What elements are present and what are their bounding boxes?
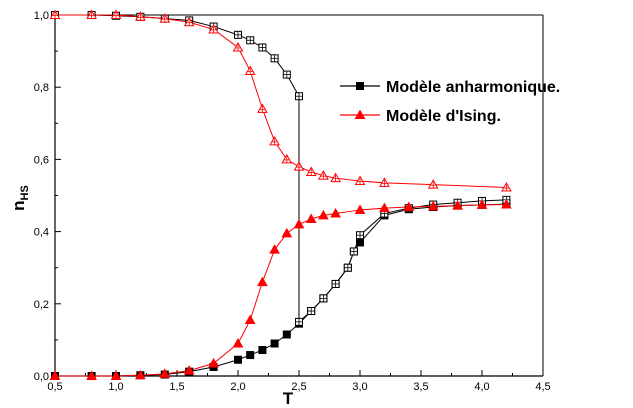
data-point-filled-triangle [501,199,512,209]
data-point-open-triangle [269,135,280,146]
y-tick-label: 0,8 [34,82,49,94]
data-point-filled-triangle [244,314,256,325]
data-point-open-triangle [244,65,256,75]
data-point-open-square [319,294,328,303]
series-line-filled-triangle [55,204,507,377]
data-point-filled-triangle [293,218,305,229]
data-point-filled-triangle [305,213,317,223]
data-point-filled-triangle [379,202,390,213]
data-point-open-square [246,36,255,45]
data-point-filled-square [282,330,291,339]
data-point-open-square [295,317,303,326]
data-point-filled-triangle [452,200,463,210]
data-point-filled-triangle [354,109,366,119]
data-point-filled-square [270,339,279,348]
series-line-open-triangle [55,14,507,189]
data-point-open-square [295,92,303,101]
data-point-open-square [270,54,279,63]
x-tick-label: 3,5 [413,381,428,393]
data-point-filled-triangle [49,370,61,380]
data-point-filled-triangle [476,199,488,209]
series-markers-filled-triangle [49,199,512,380]
data-point-filled-triangle [281,227,293,238]
data-point-filled-triangle [354,204,366,214]
series-markers-open-square [51,11,511,326]
data-point-filled-triangle [208,357,219,368]
data-point-open-triangle [427,179,439,189]
data-point-open-triangle [159,13,171,23]
legend-label: Modèle anharmonique. [386,79,560,96]
y-axis-label-main: n [9,200,28,210]
y-tick-label: 0,2 [34,299,49,311]
data-point-open-triangle [110,9,122,19]
data-point-open-square [258,43,267,52]
data-point-filled-triangle [330,208,341,218]
data-point-filled-square [258,346,267,355]
data-point-open-square [331,279,340,288]
data-point-filled-triangle [183,365,195,375]
x-tick-label: 4,0 [474,381,489,393]
data-point-filled-triangle [232,337,244,348]
series-line-open-square [55,14,507,323]
data-point-filled-triangle [86,370,97,380]
data-point-open-triangle [305,166,317,177]
data-point-open-triangle [501,182,512,192]
data-point-open-triangle [183,16,195,27]
data-point-filled-square [356,82,364,90]
data-point-open-triangle [232,41,244,52]
x-tick-label: 2,5 [291,381,306,393]
legend-item: Modèle d'Ising. [340,108,501,125]
data-point-open-triangle [257,103,268,113]
data-point-open-square [282,70,291,79]
data-point-open-square [307,307,316,316]
data-point-open-triangle [379,177,390,187]
data-point-open-square [349,247,358,256]
data-point-open-triangle [208,23,219,34]
data-point-open-triangle [354,175,366,186]
legend-item: Modèle anharmonique. [340,79,560,96]
y-axis-label: nHS [9,185,31,211]
x-tick-label: 3,0 [352,381,367,393]
data-point-open-triangle [86,9,97,19]
data-point-filled-triangle [110,370,122,380]
data-point-open-triangle [293,161,305,171]
series-line-filled-square [55,203,507,377]
x-tick-label: 4,5 [535,381,550,393]
data-point-filled-triangle [269,244,280,254]
data-point-filled-square [356,238,364,247]
data-point-open-triangle [330,172,341,183]
data-point-filled-triangle [159,368,171,378]
legend: Modèle anharmonique. Modèle d'Ising. [340,79,560,125]
y-tick-label: 0,6 [34,154,49,166]
data-point-open-square [343,263,352,272]
series-markers-open-triangle [49,9,512,192]
x-tick-label: 2,0 [230,381,245,393]
data-point-open-square [234,30,242,39]
data-point-open-square [356,231,364,240]
data-point-open-triangle [281,153,293,164]
y-tick-label: 0,4 [34,227,49,239]
data-point-open-triangle [49,9,61,19]
x-axis-label: T [283,389,294,408]
x-tick-label: 1,0 [108,381,123,393]
data-point-filled-square [234,355,242,364]
data-point-filled-triangle [257,276,268,287]
data-point-filled-triangle [427,200,439,211]
y-tick-label: 1,0 [34,10,49,22]
series-layer [49,9,512,380]
data-point-filled-triangle [135,369,146,380]
data-point-open-triangle [318,170,329,180]
x-tick-label: 1,5 [169,381,184,393]
y-tick-label: 0,0 [34,371,49,383]
x-tick-label: 0,5 [47,381,62,393]
data-point-filled-triangle [318,209,329,220]
data-point-filled-triangle [403,201,415,212]
y-axis-label-subscript: HS [19,185,31,200]
legend-label: Modèle d'Ising. [386,108,501,125]
data-point-filled-square [246,351,255,360]
series-markers-filled-square [51,200,511,380]
data-point-open-triangle [135,11,146,21]
axes: 0,5 1,0 1,5 2,0 2,5 3,0 3,5 4,0 4,5 0,0 0,2 0,4 0,6 0… [9,10,551,408]
